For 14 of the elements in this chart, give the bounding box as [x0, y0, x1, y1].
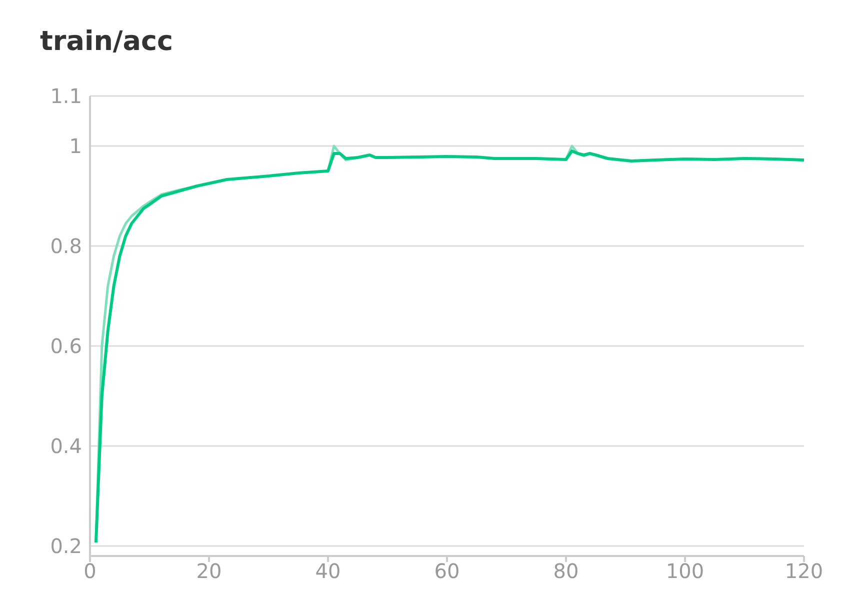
x-tick-label: 120	[784, 559, 824, 584]
x-tick-label: 100	[666, 559, 704, 584]
y-tick-label: 0.2	[50, 534, 82, 558]
x-tick-label: 20	[196, 559, 222, 584]
y-tick-label: 1.1	[50, 84, 82, 108]
y-tick-label: 0.8	[50, 234, 82, 258]
x-tick-label: 80	[553, 559, 579, 584]
y-tick-label: 0.6	[50, 334, 82, 358]
chart-title: train/acc	[39, 25, 174, 59]
y-tick-label: 1	[69, 134, 82, 158]
x-tick-label: 40	[315, 559, 341, 584]
x-tick-label: 0	[84, 559, 96, 584]
y-tick-label: 0.4	[50, 434, 82, 458]
x-tick-label: 60	[434, 559, 460, 584]
